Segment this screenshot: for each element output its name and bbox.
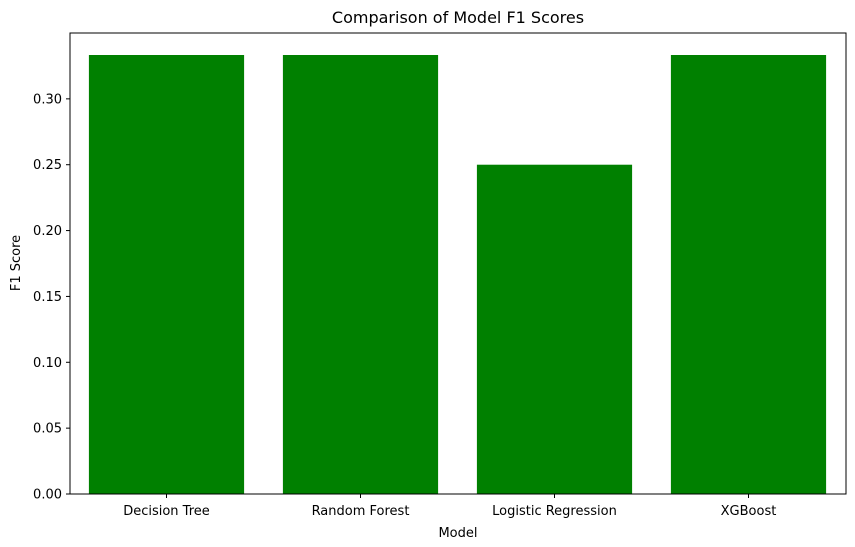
bar-xgboost	[670, 55, 827, 494]
y-tick-label: 0.25	[33, 158, 62, 173]
y-tick-label: 0.15	[33, 290, 62, 305]
y-tick-label: 0.00	[33, 488, 62, 503]
y-axis-title: F1 Score	[9, 235, 24, 291]
bar-logistic-regression	[476, 164, 633, 494]
x-tick-label: XGBoost	[721, 504, 777, 519]
x-axis-title: Model	[438, 526, 477, 541]
x-tick-label: Logistic Regression	[492, 504, 617, 519]
y-tick-label: 0.20	[33, 224, 62, 239]
y-tick-label: 0.30	[33, 92, 62, 107]
bars-layer	[88, 55, 827, 494]
x-tick-label: Random Forest	[312, 504, 410, 519]
x-axis-ticks: Decision Tree Random Forest Logistic Regre…	[123, 494, 776, 519]
chart-title: Comparison of Model F1 Scores	[332, 8, 584, 27]
y-tick-label: 0.05	[33, 422, 62, 437]
plot-frame	[69, 32, 847, 495]
bar-random-forest	[282, 55, 439, 494]
bar-decision-tree	[88, 55, 245, 494]
y-axis-ticks: 0.00 0.05 0.10 0.15 0.20 0.25 0.30	[33, 92, 70, 503]
y-tick-label: 0.10	[33, 356, 62, 371]
x-tick-label: Decision Tree	[123, 504, 210, 519]
